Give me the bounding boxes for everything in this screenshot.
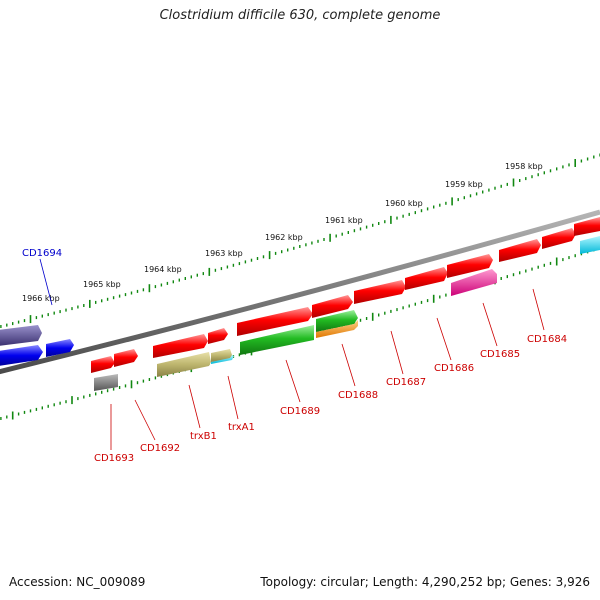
gene-label-trxa1[interactable]: trxA1 bbox=[228, 422, 255, 433]
gene-label-cd1692[interactable]: CD1692 bbox=[140, 443, 180, 454]
gene-label-cd1684[interactable]: CD1684 bbox=[527, 334, 567, 345]
gene-feature-cd1694[interactable] bbox=[0, 345, 43, 366]
scale-label-1966: 1966 kbp bbox=[22, 294, 60, 303]
scale-track-upper bbox=[0, 153, 600, 328]
scale-label-1962: 1962 kbp bbox=[265, 233, 303, 242]
gene-feature-cd1688-green[interactable] bbox=[316, 310, 358, 332]
gene-feature-cd1692[interactable] bbox=[91, 356, 115, 373]
map-title: Clostridium difficile 630, complete geno… bbox=[159, 8, 441, 23]
gene-feature-trxb1[interactable] bbox=[157, 352, 211, 377]
scale-label-1958: 1958 kbp bbox=[505, 162, 543, 171]
gene-feature-cd1689-green[interactable] bbox=[240, 325, 314, 355]
scale-label-1959: 1959 kbp bbox=[445, 180, 483, 189]
gene-label-cd1693[interactable]: CD1693 bbox=[94, 453, 134, 464]
gene-feature-cd1693[interactable] bbox=[94, 374, 118, 391]
gene-feature-cd1688-orange[interactable] bbox=[316, 320, 358, 338]
genome-backbone bbox=[0, 209, 600, 375]
scale-label-1960: 1960 kbp bbox=[385, 199, 423, 208]
scale-label-1963: 1963 kbp bbox=[205, 249, 243, 258]
genome-info-label: Topology: circular; Length: 4,290,252 bp… bbox=[260, 575, 590, 589]
gene-feature-red-2[interactable] bbox=[114, 349, 138, 367]
gene-feature-cd1685[interactable] bbox=[447, 254, 493, 278]
scale-label-1961: 1961 kbp bbox=[325, 216, 363, 225]
gene-feature-cd1686[interactable] bbox=[405, 267, 448, 290]
gene-feature-cd1689[interactable] bbox=[237, 307, 313, 336]
gene-label-cd1689[interactable]: CD1689 bbox=[280, 406, 320, 417]
gene-feature-left-purple[interactable] bbox=[0, 325, 42, 346]
gene-feature-trxa1[interactable] bbox=[211, 349, 234, 364]
label-leader-lines bbox=[110, 288, 545, 450]
gene-feature-red-4[interactable] bbox=[208, 328, 228, 344]
gene-feature-cyan-right[interactable] bbox=[580, 236, 600, 254]
label-leader-cd1694 bbox=[39, 258, 53, 306]
gene-feature-cd1685-pink[interactable] bbox=[451, 269, 497, 296]
gene-feature-cd1688[interactable] bbox=[312, 295, 353, 318]
gene-feature-cd1687[interactable] bbox=[354, 280, 406, 304]
scale-label-1964: 1964 kbp bbox=[144, 265, 182, 274]
gene-label-cd1688[interactable]: CD1688 bbox=[338, 390, 378, 401]
gene-feature-cd1684[interactable] bbox=[499, 239, 541, 262]
gene-feature-red-3[interactable] bbox=[153, 334, 208, 358]
gene-label-cd1686[interactable]: CD1686 bbox=[434, 363, 474, 374]
gene-label-cd1694[interactable]: CD1694 bbox=[22, 248, 62, 259]
gene-feature-blue-small[interactable] bbox=[46, 339, 74, 357]
gene-label-cd1685[interactable]: CD1685 bbox=[480, 349, 520, 360]
gene-feature-red-right-1[interactable] bbox=[542, 228, 576, 249]
gene-label-trxb1[interactable]: trxB1 bbox=[190, 431, 217, 442]
scale-label-1965: 1965 kbp bbox=[83, 280, 121, 289]
gene-label-cd1687[interactable]: CD1687 bbox=[386, 377, 426, 388]
gene-feature-red-right-2[interactable] bbox=[574, 217, 600, 236]
accession-label: Accession: NC_009089 bbox=[9, 575, 146, 589]
